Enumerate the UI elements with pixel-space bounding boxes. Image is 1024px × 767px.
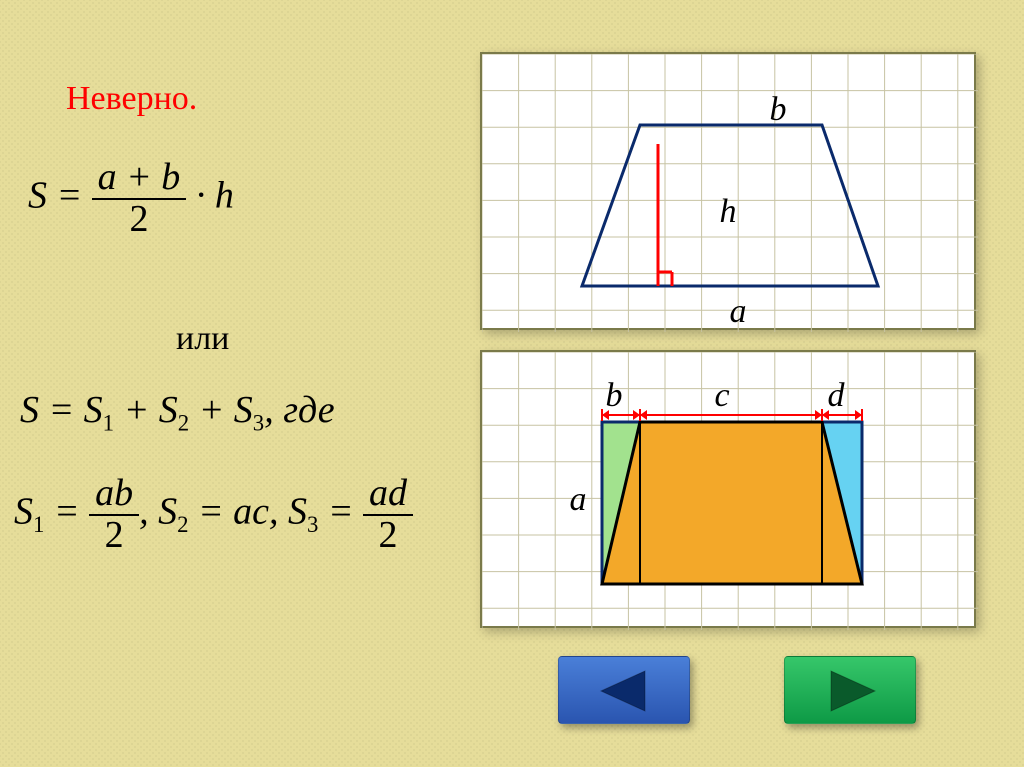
formula-lhs: S: [28, 175, 47, 217]
formula-area: S = a + b 2 · h: [28, 158, 234, 240]
nav-forward-button[interactable]: [784, 656, 916, 724]
svg-text:h: h: [720, 193, 737, 230]
formula-parts: S1 = ab 2 , S2 = ac, S3 = ad 2: [14, 474, 413, 556]
fraction: a + b 2: [92, 158, 187, 240]
arrow-right-icon: [785, 657, 917, 725]
svg-text:b: b: [606, 377, 623, 414]
svg-text:d: d: [828, 377, 846, 414]
title-text: Неверно.: [66, 80, 197, 118]
diagram1-svg: b h a: [482, 54, 978, 332]
formula-tail: · h: [196, 175, 234, 217]
diagram-trapezoid-height: b h a: [480, 52, 976, 330]
diagram-trapezoid-decomposition: b c d a: [480, 350, 976, 628]
svg-text:a: a: [570, 481, 587, 518]
svg-text:b: b: [770, 91, 787, 128]
svg-text:c: c: [714, 377, 729, 414]
or-text: или: [176, 320, 229, 358]
nav-back-button[interactable]: [558, 656, 690, 724]
formula-sum: S = S1 + S2 + S3, где: [20, 388, 335, 437]
arrow-left-icon: [559, 657, 691, 725]
diagram2-svg: b c d a: [482, 352, 978, 630]
svg-text:a: a: [730, 293, 747, 330]
